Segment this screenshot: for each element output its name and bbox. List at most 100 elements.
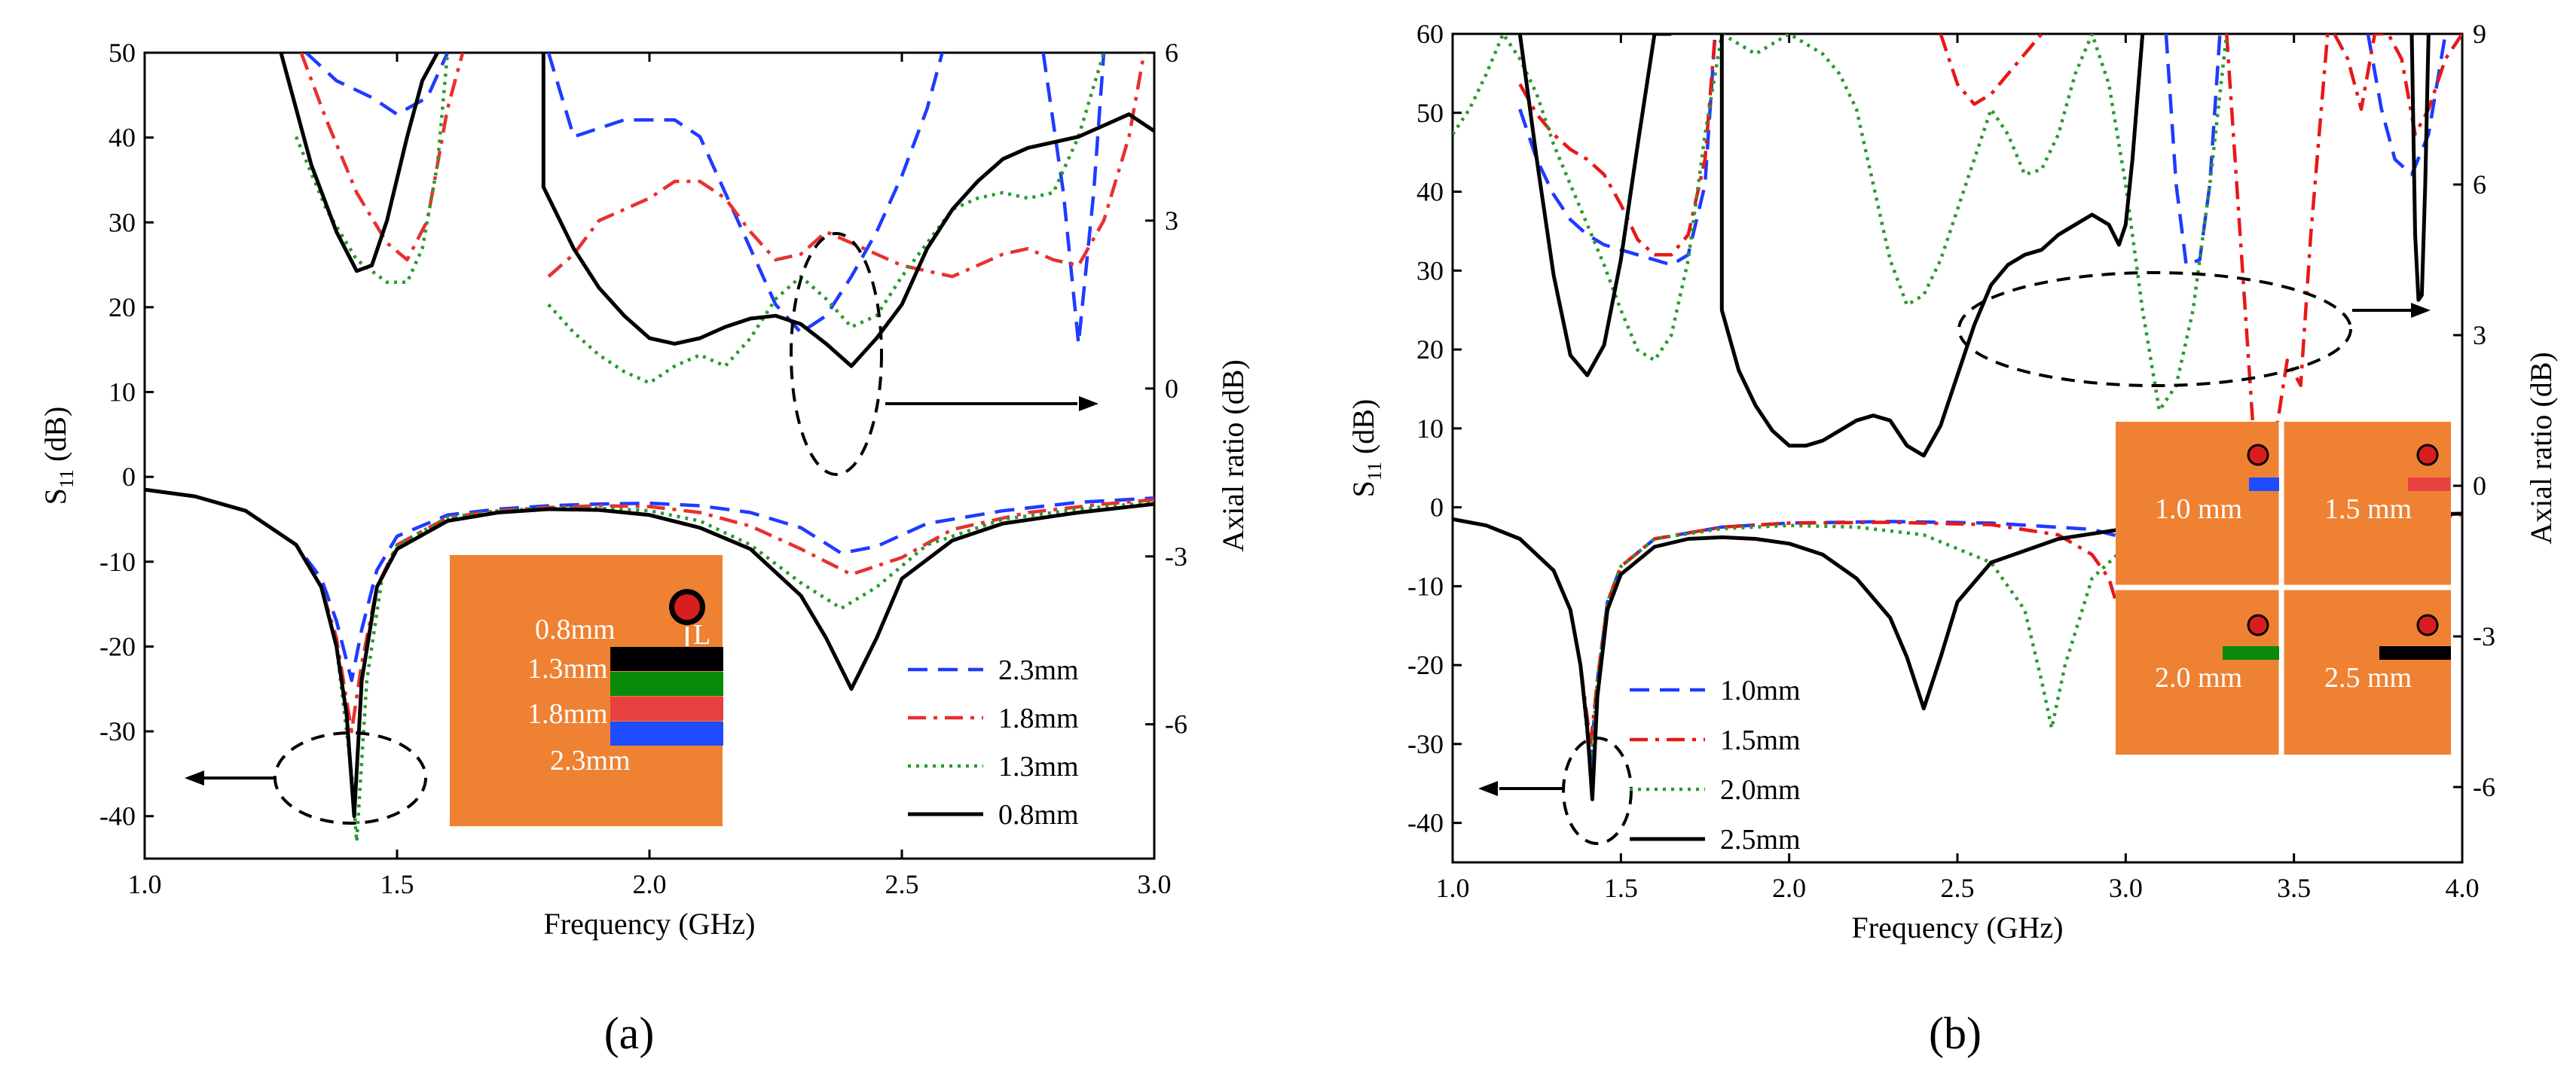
inset-L-label: L: [693, 619, 710, 651]
inset-strip-2: [2223, 646, 2279, 660]
y-tick-label: 40: [108, 123, 136, 153]
inset-b: 1.0 mm 1.5 mm 2.0 mm 2.5 mm: [2116, 422, 2451, 755]
x-tick-label: 2.0: [633, 869, 667, 899]
x-tick-label: 3.0: [1138, 869, 1172, 899]
y2-axis-label: Axial ratio (dB): [1216, 359, 1250, 552]
ar-curve-15mm-seg0: [1518, 34, 1717, 257]
ar-curve-10mm-seg1: [2164, 34, 2222, 267]
ar-arrow-head: [1079, 396, 1099, 411]
inset-strip-3: [610, 722, 723, 746]
panel-label-b: (b): [1929, 1008, 1982, 1058]
y2-tick-label: 3: [1165, 206, 1178, 236]
inset-feed-3: [2416, 614, 2439, 636]
ar-curve-23mm-seg0: [304, 53, 450, 116]
x-tick-label: 2.0: [1772, 873, 1806, 903]
ar-ellipse: [1957, 271, 2352, 387]
y-axis-label-sub: 11: [56, 469, 78, 488]
legend-label-15mm: 1.5mm: [1720, 725, 1801, 756]
ar-curve-08mm-seg0: [279, 53, 439, 273]
ar-curve-13mm-seg1: [547, 53, 1106, 385]
x-tick-label: 3.0: [2109, 873, 2143, 903]
x-axis-label: Frequency (GHz): [1852, 911, 2064, 944]
y2-tick-label: 3: [2473, 320, 2486, 350]
ar-curve-25mm-seg0: [1517, 34, 1672, 377]
y-tick-label: 50: [108, 38, 136, 68]
inset-strip-3: [2379, 646, 2451, 660]
ar-curve-20mm-seg1: [1721, 34, 2229, 413]
inset-label-3: 2.5 mm: [2324, 662, 2412, 694]
x-axis-label: Frequency (GHz): [544, 907, 756, 941]
y-axis-label-main: S: [38, 488, 72, 505]
s11-curve-08mm: [145, 487, 1154, 819]
x-tick-label: 1.5: [1604, 873, 1638, 903]
legend-label-25mm: 2.5mm: [1720, 824, 1801, 856]
y2-axis-label: Axial ratio (dB): [2524, 352, 2558, 545]
y-tick-label: -30: [99, 716, 136, 746]
legend-label-20mm: 2.0mm: [1720, 774, 1801, 806]
inset-feed-2: [2247, 614, 2269, 636]
y-tick-label: 50: [1416, 98, 1444, 128]
y-tick-label: 0: [1430, 493, 1444, 523]
inset-strip-1: [2408, 478, 2450, 491]
ar-curve-25mm-seg2: [2409, 34, 2431, 302]
y2-tick-label: 6: [1165, 38, 1178, 68]
s11-curve-23mm: [145, 487, 1154, 682]
ar-curve-10mm-seg2: [2366, 34, 2447, 176]
ar-curve-23mm-seg2: [1041, 53, 1106, 346]
ar-curve-13mm-seg0: [294, 53, 450, 284]
ar-curve-15mm-seg3: [2333, 34, 2462, 136]
inset-strip-1: [610, 672, 723, 696]
y-tick-label: 30: [108, 207, 136, 237]
y-axis-label-main: S: [1346, 481, 1380, 497]
y-tick-label: 40: [1416, 177, 1444, 207]
x-tick-label: 3.5: [2277, 873, 2311, 903]
plot-area: [145, 53, 1154, 844]
ar-curve-18mm-seg0: [299, 53, 465, 262]
inset-label-2: 1.8mm: [527, 698, 608, 730]
y2-tick-label: 0: [2473, 471, 2486, 501]
legend-label-13mm: 1.3mm: [998, 751, 1079, 783]
inset-strip-0: [610, 647, 723, 671]
y2-tick-label: -6: [1165, 709, 1187, 740]
x-tick-label: 2.5: [1941, 873, 1975, 903]
inset-strip-0: [2249, 478, 2279, 491]
feed-inner-circle: [674, 594, 700, 620]
y-tick-label: 30: [1416, 255, 1444, 285]
ar-curve-23mm-seg1: [546, 53, 944, 334]
x-tick-label: 1.0: [128, 869, 162, 899]
inset-label-1: 1.3mm: [527, 653, 608, 685]
x-tick-label: 1.0: [1436, 873, 1470, 903]
legend-label-23mm: 2.3mm: [998, 654, 1079, 686]
ar-curve-10mm-seg0: [1518, 34, 1717, 267]
y-tick-label: 20: [1416, 334, 1444, 365]
y-tick-label: -10: [1407, 571, 1444, 601]
y-tick-label: 10: [1416, 413, 1444, 444]
ar-arrow-head: [2411, 303, 2431, 318]
ar-curve-18mm-seg1: [547, 53, 1146, 279]
ar-curve-15mm-seg1: [1939, 34, 2043, 106]
s11-arrow-head: [185, 770, 204, 786]
inset-label-0: 1.0 mm: [2155, 493, 2242, 525]
y-tick-label: 10: [108, 377, 136, 407]
s11-ellipse: [1562, 737, 1633, 845]
panel-b: 1.0 1.5 2.0 2.5 3.0 3.5 4.0-40-30-20-100102030…: [1346, 19, 2558, 1058]
y-axis-label: S11 (dB): [1346, 399, 1386, 498]
inset-a: L 0.8mm 1.3mm 1.8mm 2.3mm: [450, 555, 723, 826]
panel-a: 1.0 1.5 2.0 2.5 3.0-40-30-20-1001020304050-6…: [38, 38, 1250, 1058]
y-tick-label: -20: [99, 631, 136, 661]
s11-curve-25mm: [1453, 511, 2462, 801]
inset-label-1: 1.5 mm: [2324, 493, 2412, 525]
y-tick-label: -40: [99, 801, 136, 831]
inset-strip-2: [610, 697, 723, 721]
inset-label-3: 2.3mm: [550, 745, 631, 777]
s11-arrow-head: [1478, 781, 1498, 796]
ar-curve-08mm-seg1: [541, 53, 1154, 368]
y-axis-label-sub: 11: [1364, 462, 1386, 481]
ar-ellipse: [790, 232, 883, 476]
ar-curve-15mm-seg2: [2225, 34, 2330, 462]
x-tick-label: 2.5: [885, 869, 919, 899]
y-tick-label: -20: [1407, 650, 1444, 680]
x-tick-label: 4.0: [2446, 873, 2480, 903]
y-tick-label: -40: [1407, 808, 1444, 838]
